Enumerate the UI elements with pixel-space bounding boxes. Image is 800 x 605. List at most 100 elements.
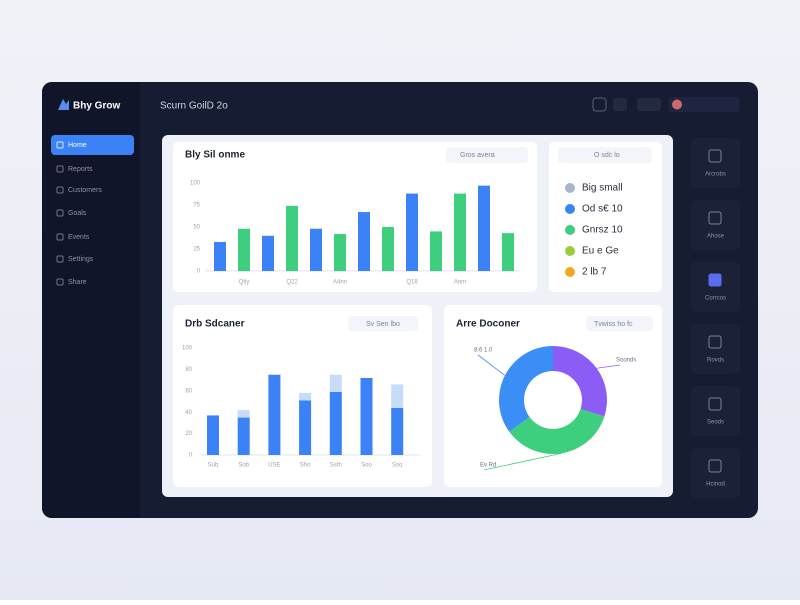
icon-button[interactable] (613, 98, 627, 111)
card-title: Drb Sdcaner (185, 319, 245, 330)
x-tick-label: Sub (208, 463, 219, 469)
y-tick-label: 0 (189, 453, 193, 459)
legend-label: Gnrsz 10 (582, 225, 623, 236)
card-title: Arre Doconer (456, 319, 520, 330)
nav-icon (56, 255, 64, 263)
bar (237, 417, 250, 455)
nav-item[interactable]: Goals (68, 210, 87, 217)
nav-icon (56, 186, 64, 194)
bar (299, 400, 312, 455)
rail-item[interactable] (691, 448, 740, 498)
rail-item[interactable] (691, 324, 740, 374)
filter-button[interactable] (586, 316, 653, 331)
y-tick-label: 40 (185, 410, 192, 416)
brand-logo (58, 99, 69, 110)
x-tick-label: Sso (392, 463, 403, 469)
card (444, 305, 662, 487)
x-tick-label: A4nn (333, 280, 347, 286)
nav-item[interactable]: Settings (68, 256, 94, 263)
y-tick-label: 80 (185, 367, 192, 373)
nav-item[interactable]: Customers (68, 187, 102, 194)
y-tick-label: 20 (185, 431, 192, 437)
x-tick-label: Anm (454, 280, 466, 286)
header-title: Scurn GoilD 2o (160, 101, 228, 112)
bar (238, 228, 250, 271)
icon-button[interactable] (637, 98, 661, 111)
donut-segment (498, 346, 553, 432)
legend-label: Big small (582, 183, 623, 194)
rail-item[interactable] (691, 138, 740, 188)
rail-icon (708, 211, 722, 225)
nav-active (51, 135, 134, 155)
rail-icon (708, 273, 722, 287)
x-tick-label: Qtly (239, 280, 250, 286)
y-tick-label: 0 (197, 269, 201, 275)
rail-item[interactable] (691, 200, 740, 250)
legend-label: Od s€ 10 (582, 204, 623, 215)
nav-icon (56, 278, 64, 286)
rail-item[interactable] (691, 386, 740, 436)
rail-icon (708, 149, 722, 163)
rail-label: Corrcos (705, 296, 726, 302)
legend-dot (565, 246, 575, 256)
bar (334, 234, 346, 271)
sidebar (42, 82, 140, 518)
bar-stack (299, 392, 312, 401)
rail-item[interactable] (691, 262, 740, 312)
bar (478, 185, 490, 271)
bar-stack (391, 384, 404, 408)
bar (214, 241, 226, 271)
bar-stack (237, 410, 250, 418)
rail-label: Arcrobs (705, 172, 726, 178)
x-tick-label: Q18 (406, 280, 418, 286)
nav-item[interactable]: Reports (68, 166, 93, 173)
nav-icon (56, 233, 64, 241)
button-label: Tvwiss ho fc (594, 321, 633, 328)
bar (502, 233, 514, 271)
bar (310, 228, 322, 271)
legend-dot (565, 267, 575, 277)
rail-label: Rovds (707, 358, 724, 364)
y-tick-label: 25 (193, 247, 200, 253)
y-tick-label: 75 (193, 203, 200, 209)
bar (454, 193, 466, 271)
bar (268, 374, 281, 455)
filter-button[interactable] (446, 147, 528, 163)
y-tick-label: 100 (182, 346, 193, 352)
bar (382, 227, 394, 271)
card-title: Bly Sil onme (185, 150, 245, 161)
icon-button[interactable] (592, 97, 607, 112)
nav-item[interactable]: Share (68, 279, 87, 286)
leader-line (596, 364, 621, 369)
y-tick-label: 60 (185, 388, 192, 394)
nav-item[interactable]: Home (68, 142, 87, 149)
legend-dot (565, 225, 575, 235)
filter-button[interactable] (558, 147, 652, 163)
donut-segment (509, 408, 605, 455)
donut-label: Ev Rd (480, 463, 496, 469)
button-label: Sv Sen lbo (366, 321, 400, 328)
profile-button[interactable] (668, 97, 740, 112)
donut-segment (553, 346, 607, 417)
rail-label: Hcinod (706, 482, 725, 488)
legend-label: Eu e Ge (582, 246, 619, 257)
bar (430, 231, 442, 271)
nav-item[interactable]: Events (68, 234, 90, 241)
donut-label: Soonds (616, 358, 636, 364)
y-tick-label: 50 (193, 225, 200, 231)
leader-line (483, 452, 562, 471)
rail-icon (708, 397, 722, 411)
button-label: O sdc lo (594, 152, 620, 159)
bar (360, 377, 373, 455)
donut-label: 8.6 1.0 (474, 348, 493, 354)
bar-stack (329, 374, 342, 392)
bar (406, 193, 418, 271)
legend-label: 2 lb 7 (582, 267, 607, 278)
x-tick-label: Soo (361, 463, 372, 469)
legend-dot (565, 183, 575, 193)
x-tick-label: USE (268, 463, 280, 469)
filter-button[interactable] (348, 316, 418, 331)
x-tick-label: Q22 (286, 280, 298, 286)
